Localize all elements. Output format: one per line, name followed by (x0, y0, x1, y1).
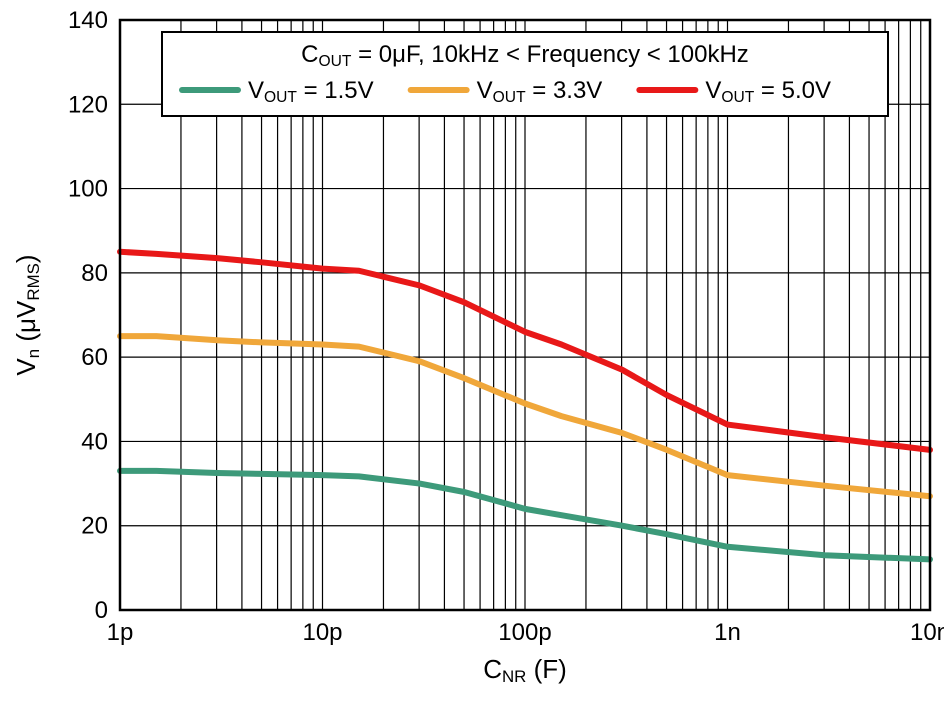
y-tick-label: 120 (68, 91, 108, 118)
legend-title: COUT = 0μF, 10kHz < Frequency < 100kHz (301, 41, 749, 70)
y-tick-label: 140 (68, 7, 108, 34)
y-tick-label: 60 (81, 344, 108, 371)
y-tick-label: 20 (81, 513, 108, 540)
x-tick-label: 10p (302, 619, 342, 646)
y-tick-label: 0 (95, 597, 108, 624)
x-tick-label: 1n (714, 619, 741, 646)
y-tick-label: 40 (81, 428, 108, 455)
x-tick-label: 1p (107, 619, 134, 646)
y-tick-label: 100 (68, 176, 108, 203)
x-tick-label: 100p (498, 619, 551, 646)
chart-svg: 1p10p100p1n10n020406080100120140CNR (F)V… (0, 0, 944, 701)
y-tick-label: 80 (81, 260, 108, 287)
noise-vs-cnr-chart: 1p10p100p1n10n020406080100120140CNR (F)V… (0, 0, 944, 701)
x-tick-label: 10n (910, 619, 944, 646)
